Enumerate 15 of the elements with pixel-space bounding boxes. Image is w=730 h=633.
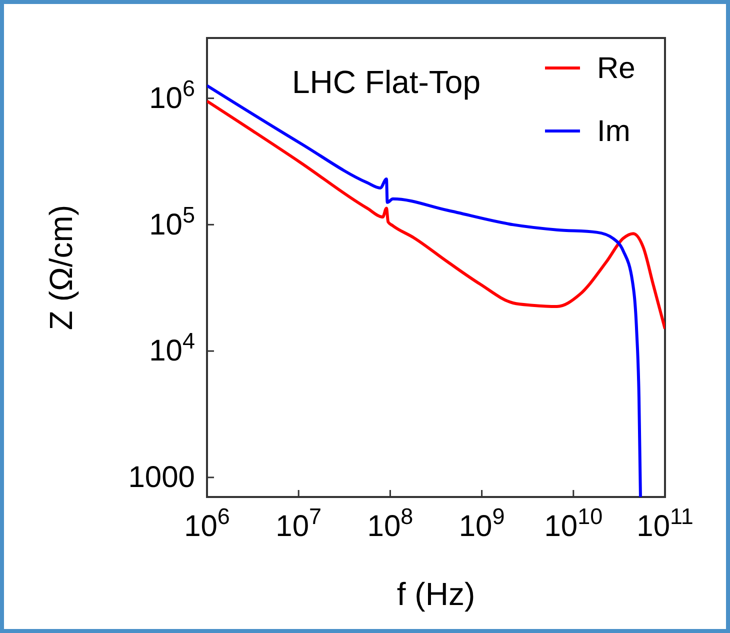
y-tick-label: 10$^{4}$ — [149, 328, 195, 368]
y-tick-label: 1000 — [128, 461, 195, 494]
x-axis-title: f (Hz) — [396, 576, 476, 612]
y-tick-label: 10$^{6}$ — [149, 75, 195, 115]
x-tick-label: 10$^{7}$ — [276, 504, 322, 543]
x-tick-label: 10$^{6}$ — [184, 504, 230, 543]
x-tick-label: 10$^{9}$ — [458, 504, 505, 543]
x-tick-label: 10$^{10}$ — [544, 504, 603, 543]
legend-label: Re — [597, 52, 636, 85]
x-tick-label: 10$^{11}$ — [636, 504, 694, 543]
x-tick-label: 10$^{8}$ — [367, 504, 414, 543]
legend-label: Im — [597, 115, 630, 148]
y-axis-title: Z (Ω/cm) — [43, 204, 79, 330]
text: LHC Flat-Top — [292, 64, 480, 100]
y-tick-label: 10$^{5}$ — [149, 202, 195, 242]
